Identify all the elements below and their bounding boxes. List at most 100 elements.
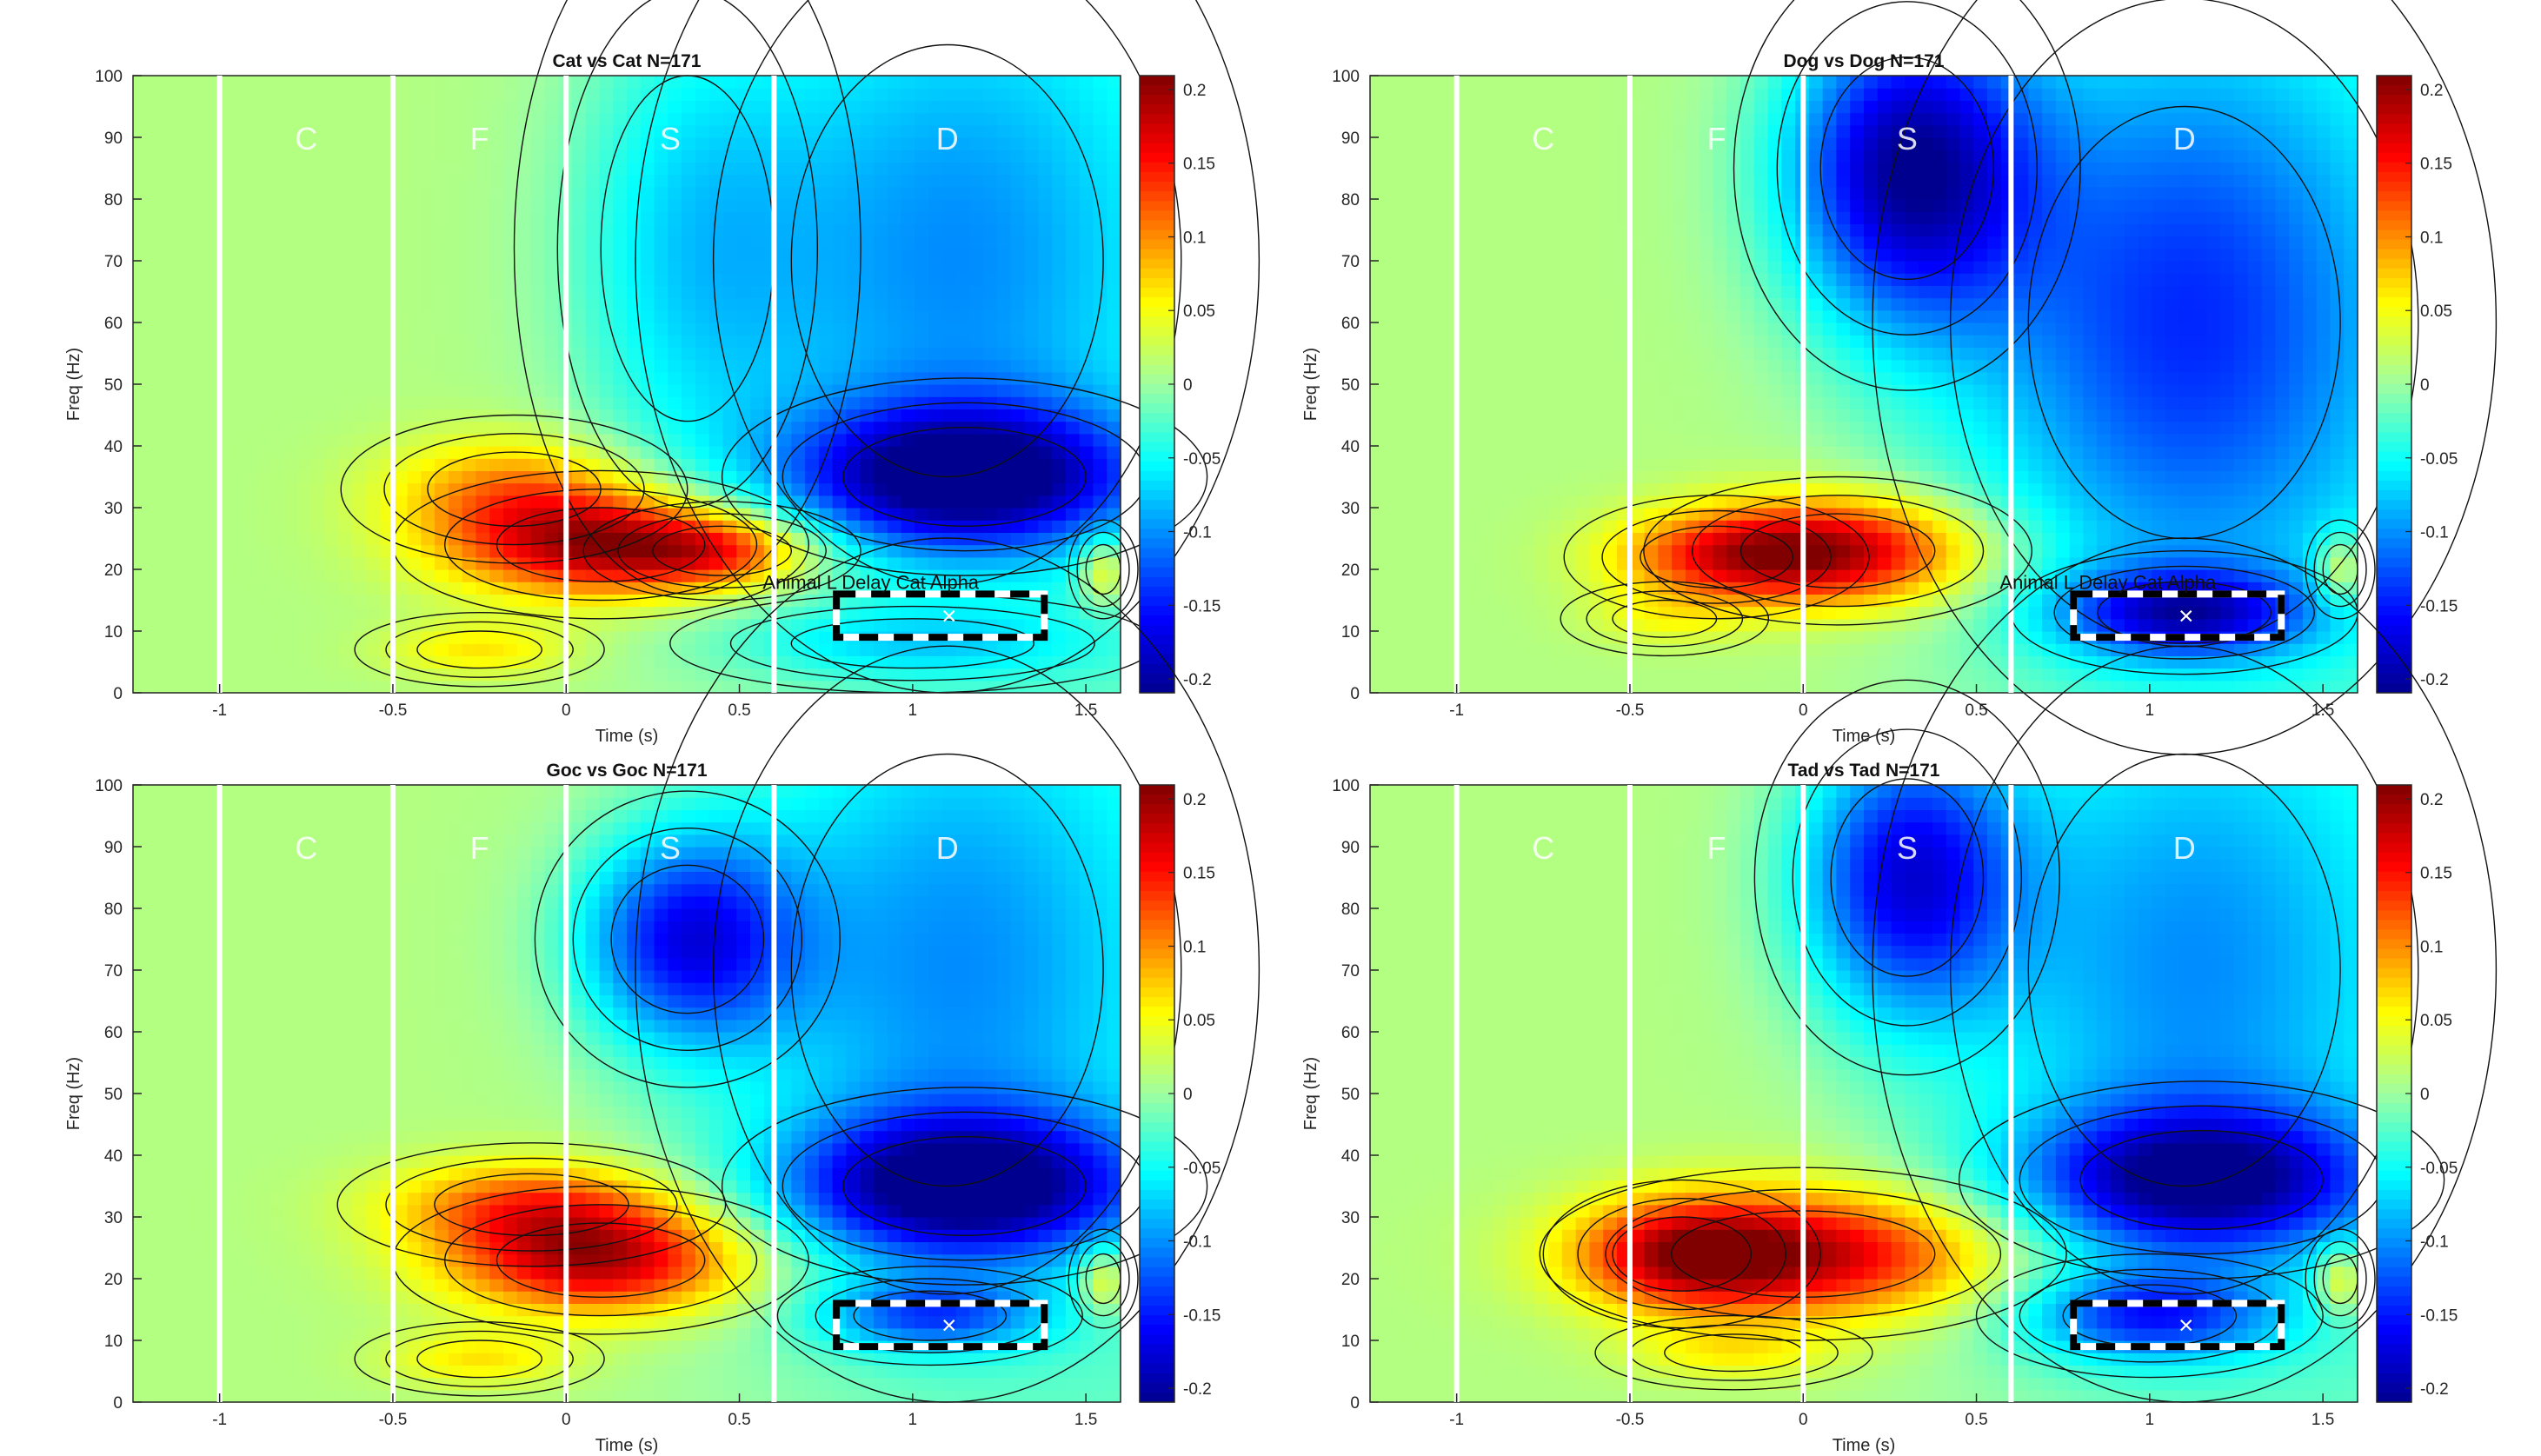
heatmap-cell <box>243 458 257 471</box>
heatmap-cell <box>503 618 518 632</box>
heatmap-cell <box>243 347 257 361</box>
heatmap-cell <box>243 520 257 533</box>
heatmap-cell <box>1520 100 1535 114</box>
heatmap-cell <box>640 631 655 644</box>
heatmap-cell <box>1685 100 1700 114</box>
heatmap-cell <box>901 137 915 150</box>
heatmap-cell <box>777 655 792 669</box>
heatmap-cell <box>750 544 765 558</box>
heatmap-cell <box>421 594 436 608</box>
heatmap-cell <box>503 174 518 188</box>
heatmap-cell <box>1507 124 1522 138</box>
heatmap-cell <box>969 309 984 323</box>
heatmap-cell <box>1589 384 1604 397</box>
heatmap-cell <box>476 88 490 101</box>
heatmap-cell <box>1438 446 1453 459</box>
heatmap-cell <box>256 297 271 311</box>
heatmap-cell <box>174 520 189 533</box>
heatmap-cell <box>256 446 271 459</box>
x-tick-label: 1 <box>908 701 918 720</box>
heatmap-cell <box>201 458 216 471</box>
heatmap-cell <box>297 371 312 385</box>
heatmap-cell <box>283 668 298 681</box>
heatmap-cell <box>805 446 820 459</box>
heatmap-cell <box>1644 544 1659 558</box>
heatmap-cell <box>435 76 449 89</box>
heatmap-cell <box>297 248 312 262</box>
heatmap-cell <box>462 174 477 188</box>
heatmap-cell <box>188 433 203 447</box>
heatmap-cell <box>188 618 203 632</box>
heatmap-cell <box>544 384 559 397</box>
heatmap-cell <box>1685 335 1700 348</box>
heatmap-cell <box>174 297 189 311</box>
heatmap-cell <box>1438 124 1453 138</box>
heatmap-cell <box>1038 384 1053 397</box>
heatmap-cell <box>613 470 628 484</box>
heatmap-cell <box>1079 273 1094 286</box>
heatmap-cell <box>1507 482 1522 496</box>
heatmap-cell <box>544 76 559 89</box>
heatmap-cell <box>818 322 834 336</box>
heatmap-cell <box>668 556 682 570</box>
heatmap-cell <box>1534 668 1549 681</box>
heatmap-cell <box>791 606 806 620</box>
heatmap-cell <box>599 606 614 620</box>
heatmap-cell <box>146 322 162 336</box>
heatmap-cell <box>1010 297 1026 311</box>
heatmap-cell <box>1010 470 1026 484</box>
heatmap-cell <box>708 433 724 447</box>
heatmap-cell <box>229 396 243 409</box>
heatmap-cell <box>435 482 449 496</box>
heatmap-cell <box>915 384 929 397</box>
heatmap-cell <box>489 594 504 608</box>
heatmap-cell <box>1438 680 1453 694</box>
heatmap-cell <box>503 309 518 323</box>
colorbar-segment <box>1140 277 1174 289</box>
heatmap-cell <box>1658 150 1673 163</box>
heatmap-cell <box>201 162 216 176</box>
heatmap-cell <box>627 668 642 681</box>
heatmap-cell <box>311 162 326 176</box>
heatmap-cell <box>1093 544 1108 558</box>
heatmap-cell <box>791 273 806 286</box>
heatmap-cell <box>1603 162 1618 176</box>
heatmap-cell <box>324 643 340 656</box>
heatmap-cell <box>1630 594 1646 608</box>
heatmap-cell <box>1480 137 1494 150</box>
heatmap-cell <box>708 223 724 237</box>
heatmap-cell <box>1466 297 1480 311</box>
heatmap-cell <box>1065 186 1081 200</box>
heatmap-cell <box>805 421 820 435</box>
heatmap-cell <box>640 162 655 176</box>
heatmap-cell <box>174 137 189 150</box>
heatmap-cell <box>1093 508 1108 521</box>
heatmap-cell <box>146 495 162 509</box>
heatmap-cell <box>1024 409 1039 422</box>
heatmap-cell <box>1370 508 1385 521</box>
heatmap-cell <box>544 371 559 385</box>
heatmap-cell <box>146 297 162 311</box>
heatmap-cell <box>311 112 326 126</box>
heatmap-cell <box>503 544 518 558</box>
heatmap-cell <box>283 594 298 608</box>
heatmap-cell <box>722 124 737 138</box>
heatmap-cell <box>1010 482 1026 496</box>
heatmap-cell <box>1685 199 1700 212</box>
heatmap-cell <box>174 569 189 582</box>
heatmap-cell <box>599 150 614 163</box>
heatmap-cell <box>1507 236 1522 249</box>
heatmap-cell <box>1370 150 1385 163</box>
heatmap-cell <box>462 508 477 521</box>
heatmap-cell <box>915 556 929 570</box>
heatmap-cell <box>1466 76 1480 89</box>
heatmap-cell <box>571 199 587 212</box>
heatmap-cell <box>462 150 477 163</box>
heatmap-cell <box>462 618 477 632</box>
heatmap-cell <box>1383 248 1399 262</box>
heatmap-cell <box>1575 643 1591 656</box>
heatmap-cell <box>832 124 848 138</box>
heatmap-cell <box>1093 309 1108 323</box>
heatmap-cell <box>1575 309 1591 323</box>
heatmap-cell <box>476 76 490 89</box>
